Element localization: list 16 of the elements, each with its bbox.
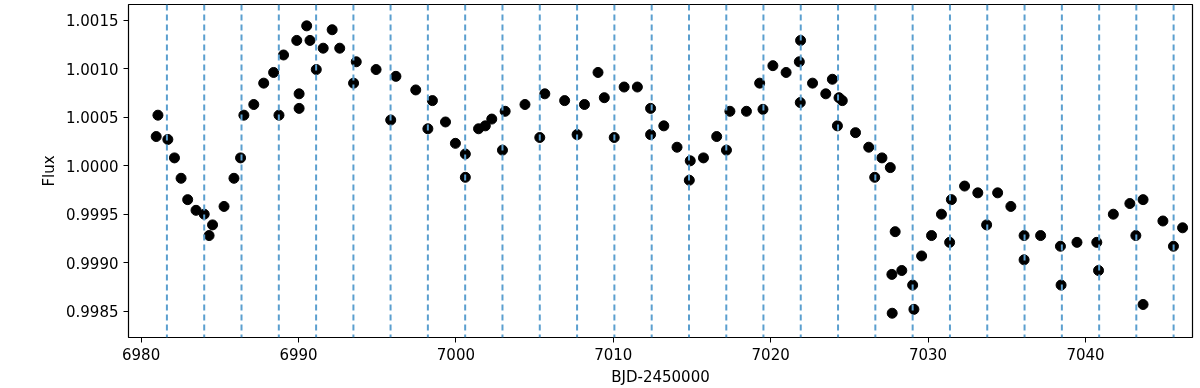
x-tick-label: 7000 (436, 345, 475, 364)
y-axis-title: Flux (40, 155, 59, 187)
x-tick-label: 7020 (751, 345, 790, 364)
x-tick-label: 6980 (122, 345, 161, 364)
y-tick-label: 0.9990 (66, 254, 119, 273)
x-axis-title: BJD-2450000 (611, 367, 710, 386)
y-tick-label: 1.0005 (66, 109, 119, 128)
x-tick-label: 7010 (594, 345, 633, 364)
y-tick-label: 0.9995 (66, 206, 119, 225)
y-tick-label: 1.0000 (66, 157, 119, 176)
x-tick-label: 7030 (908, 345, 948, 364)
y-tick-label: 1.0010 (66, 60, 119, 79)
y-tick-label: 0.9985 (66, 303, 119, 322)
x-tick-label: 6990 (279, 345, 318, 364)
y-tick-label: 1.0015 (66, 12, 119, 31)
x-tick-label: 7040 (1066, 345, 1105, 364)
